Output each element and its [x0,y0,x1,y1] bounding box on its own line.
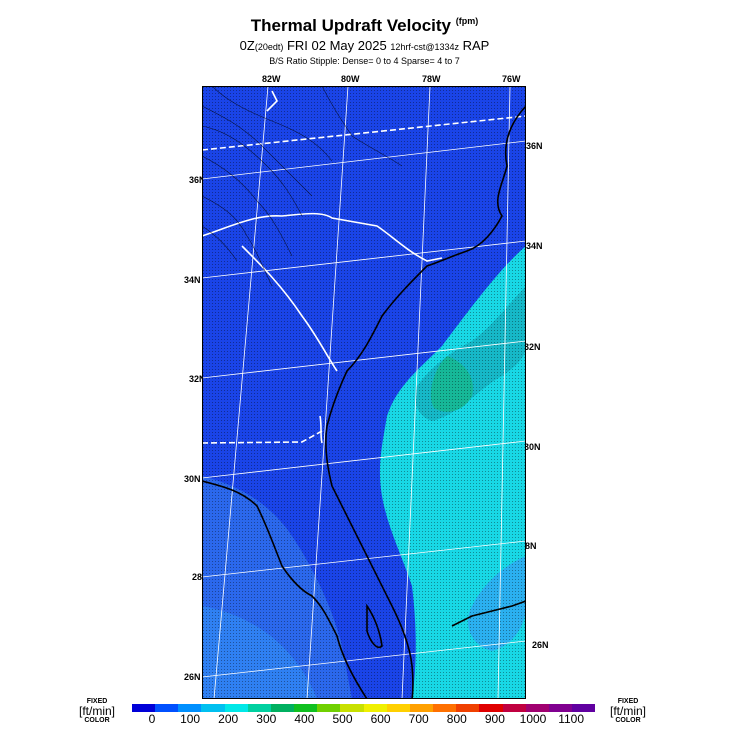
subtitle-forecast: 12hrf-cst@1334z [390,42,459,52]
lat-label-left-26n: 26N [184,672,201,682]
title-unit: (fpm) [455,16,479,26]
colorbar-tick-label: 1100 [558,712,584,726]
legend-right-label: FIXED [ft/min] COLOR [601,698,655,724]
lat-label-right-34n: 34N [526,241,543,251]
colorbar-swatch [132,704,156,712]
lon-label-80w: 80W [341,74,360,84]
colorbar-tick-label: 300 [256,712,277,726]
legend-left-label: FIXED [ft/min] COLOR [72,698,122,724]
colorbar-tick-label: 600 [370,712,391,726]
lat-label-left-34n: 34N [184,275,201,285]
lat-label-left-36n: 36N [189,175,206,185]
colorbar-tick-label: 900 [484,712,505,726]
colorbar-swatch [525,704,549,712]
legend-right-unit: [ft/min] [609,704,646,718]
legend-left-bottom: COLOR [84,717,110,724]
colorbar-swatch [409,704,434,712]
subtitle-time: 0Z [239,38,255,53]
colorbar-swatch [270,704,295,712]
colorbar-tick-label: 100 [180,712,201,726]
colorbar-tick-label: 1000 [519,712,547,726]
state-borders [202,115,526,444]
colorbar-tick-label: 400 [294,712,315,726]
colorbar-swatch [340,704,364,712]
lon-label-82w: 82W [262,74,281,84]
state-borders-solid [202,90,443,444]
map-frame [202,86,526,699]
colorbar-swatch [201,704,225,712]
colorbar-swatch [155,704,179,712]
stipple-note: B/S Ratio Stipple: Dense= 0 to 4 Sparse=… [269,56,460,66]
lat-label-left-30n: 30N [184,474,201,484]
colorbar [132,704,596,712]
lat-label-right-32n: 32N [524,342,541,352]
legend-left-top: FIXED [86,698,108,705]
title-text: Thermal Updraft Velocity [250,16,452,35]
colorbar-swatch [386,704,410,712]
colorbar-swatch [178,704,202,712]
lat-label-right-26n: 26N [532,640,549,650]
legend-left-unit: [ft/min] [78,704,115,718]
lat-label-right-36n: 36N [526,141,543,151]
lat-label-right-30n: 30N [524,442,541,452]
stipple-overlay [202,86,526,699]
colorbar-tick-label: 200 [218,712,239,726]
colorbar-tick-label: 800 [446,712,467,726]
subtitle-date: FRI 02 May 2025 [283,38,391,53]
colorbar-swatch [502,704,526,712]
colorbar-swatch [456,704,480,712]
colorbar-swatch [247,704,271,712]
subtitle-model: RAP [458,38,490,53]
legend-right-bottom: COLOR [615,717,641,724]
colorbar-swatch [317,704,341,712]
terrain-contours [202,86,403,287]
colorbar-swatch [548,704,572,712]
colorbar-swatch [224,704,248,712]
chart-title: Thermal Updraft Velocity (fpm) [0,16,729,36]
lat-label-left-28n: 28N [192,572,209,582]
lat-label-left-32n: 32N [189,374,206,384]
colorbar-swatch [363,704,387,712]
colorbar-tick-label: 0 [148,712,156,726]
colorbar-swatch [479,704,503,712]
colorbar-tick-label: 700 [408,712,429,726]
colorbar-swatch [433,704,457,712]
lat-label-right-28n: 28N [520,541,537,551]
chart-subtitle: 0Z(20edt) FRI 02 May 2025 12hrf-cst@1334… [0,38,729,53]
lon-label-78w: 78W [422,74,441,84]
subtitle-local-time: (20edt) [254,42,284,52]
lon-label-76w: 76W [502,74,521,84]
colorbar-swatch [294,704,318,712]
coastlines [202,105,526,699]
thermal-map [202,86,526,699]
colorbar-swatch [571,704,596,712]
legend-right-top: FIXED [617,698,639,705]
colorbar-tick-label: 500 [332,712,353,726]
